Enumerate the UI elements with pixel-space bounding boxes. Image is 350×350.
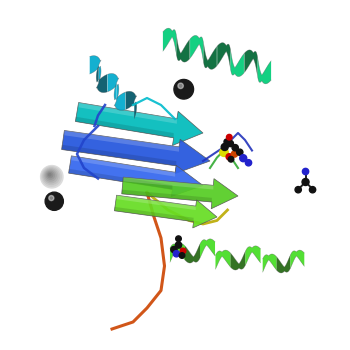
Circle shape <box>232 145 238 151</box>
Polygon shape <box>176 36 190 62</box>
Polygon shape <box>122 190 212 202</box>
Polygon shape <box>245 246 260 265</box>
Circle shape <box>231 151 238 157</box>
Polygon shape <box>258 58 271 84</box>
Circle shape <box>175 242 182 248</box>
Polygon shape <box>96 65 107 93</box>
Polygon shape <box>75 103 203 146</box>
Circle shape <box>224 139 230 145</box>
Circle shape <box>221 144 228 150</box>
Polygon shape <box>163 28 176 54</box>
Polygon shape <box>263 254 277 272</box>
Polygon shape <box>79 103 177 124</box>
Circle shape <box>180 248 186 254</box>
Polygon shape <box>185 244 200 263</box>
Polygon shape <box>123 177 214 189</box>
Circle shape <box>171 246 177 253</box>
Polygon shape <box>75 117 174 138</box>
Polygon shape <box>244 50 258 76</box>
Polygon shape <box>62 145 176 166</box>
Circle shape <box>49 196 54 201</box>
Circle shape <box>245 160 252 166</box>
Polygon shape <box>126 91 136 119</box>
Circle shape <box>228 156 234 162</box>
Polygon shape <box>69 156 203 196</box>
Polygon shape <box>200 239 215 258</box>
Polygon shape <box>216 250 231 269</box>
Circle shape <box>41 166 63 188</box>
Circle shape <box>237 149 243 155</box>
Circle shape <box>174 79 194 99</box>
Polygon shape <box>108 74 119 100</box>
Circle shape <box>48 173 52 177</box>
Circle shape <box>43 168 60 184</box>
Circle shape <box>302 168 309 175</box>
Circle shape <box>44 169 58 183</box>
Polygon shape <box>203 43 217 69</box>
Polygon shape <box>217 43 231 69</box>
Circle shape <box>309 187 316 193</box>
Circle shape <box>295 187 301 193</box>
Polygon shape <box>114 83 125 110</box>
Polygon shape <box>122 177 238 209</box>
Circle shape <box>173 251 180 257</box>
Circle shape <box>178 83 183 89</box>
Polygon shape <box>90 56 101 83</box>
Polygon shape <box>190 35 203 62</box>
Circle shape <box>240 155 247 162</box>
Polygon shape <box>170 243 185 262</box>
Circle shape <box>45 192 63 210</box>
Circle shape <box>45 170 56 181</box>
Polygon shape <box>64 131 179 152</box>
Circle shape <box>176 236 181 241</box>
Circle shape <box>302 178 309 186</box>
Circle shape <box>179 253 185 258</box>
Polygon shape <box>231 251 245 270</box>
Polygon shape <box>117 195 196 210</box>
Circle shape <box>226 134 232 140</box>
Polygon shape <box>290 250 304 268</box>
Circle shape <box>220 148 228 156</box>
Circle shape <box>226 154 232 160</box>
Polygon shape <box>231 50 244 77</box>
Circle shape <box>49 174 51 176</box>
Polygon shape <box>114 195 217 228</box>
Polygon shape <box>276 255 290 273</box>
Circle shape <box>46 171 54 179</box>
Circle shape <box>227 140 233 147</box>
Polygon shape <box>69 169 173 189</box>
Polygon shape <box>71 156 175 177</box>
Polygon shape <box>114 207 194 222</box>
Circle shape <box>42 167 61 186</box>
Polygon shape <box>62 131 210 174</box>
